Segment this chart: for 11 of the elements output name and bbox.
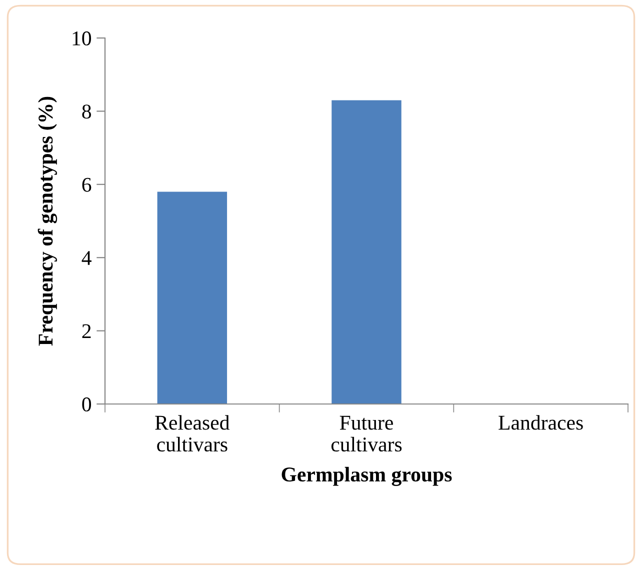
y-tick-label: 10 bbox=[72, 31, 92, 46]
x-axis-title: Germplasm groups bbox=[282, 466, 452, 486]
x-tick-label: Released cultivars bbox=[155, 415, 230, 452]
y-tick-label: 8 bbox=[82, 104, 92, 119]
x-tick-label: Landraces bbox=[498, 415, 583, 430]
y-tick-label: 4 bbox=[82, 251, 92, 265]
y-tick-label: 0 bbox=[82, 397, 92, 412]
y-axis-title: Frequency of genotypes (%) bbox=[38, 96, 58, 346]
x-tick-label: Future cultivars bbox=[331, 416, 402, 452]
y-tick-label: 2 bbox=[82, 324, 91, 338]
y-tick-label: 6 bbox=[82, 178, 92, 192]
